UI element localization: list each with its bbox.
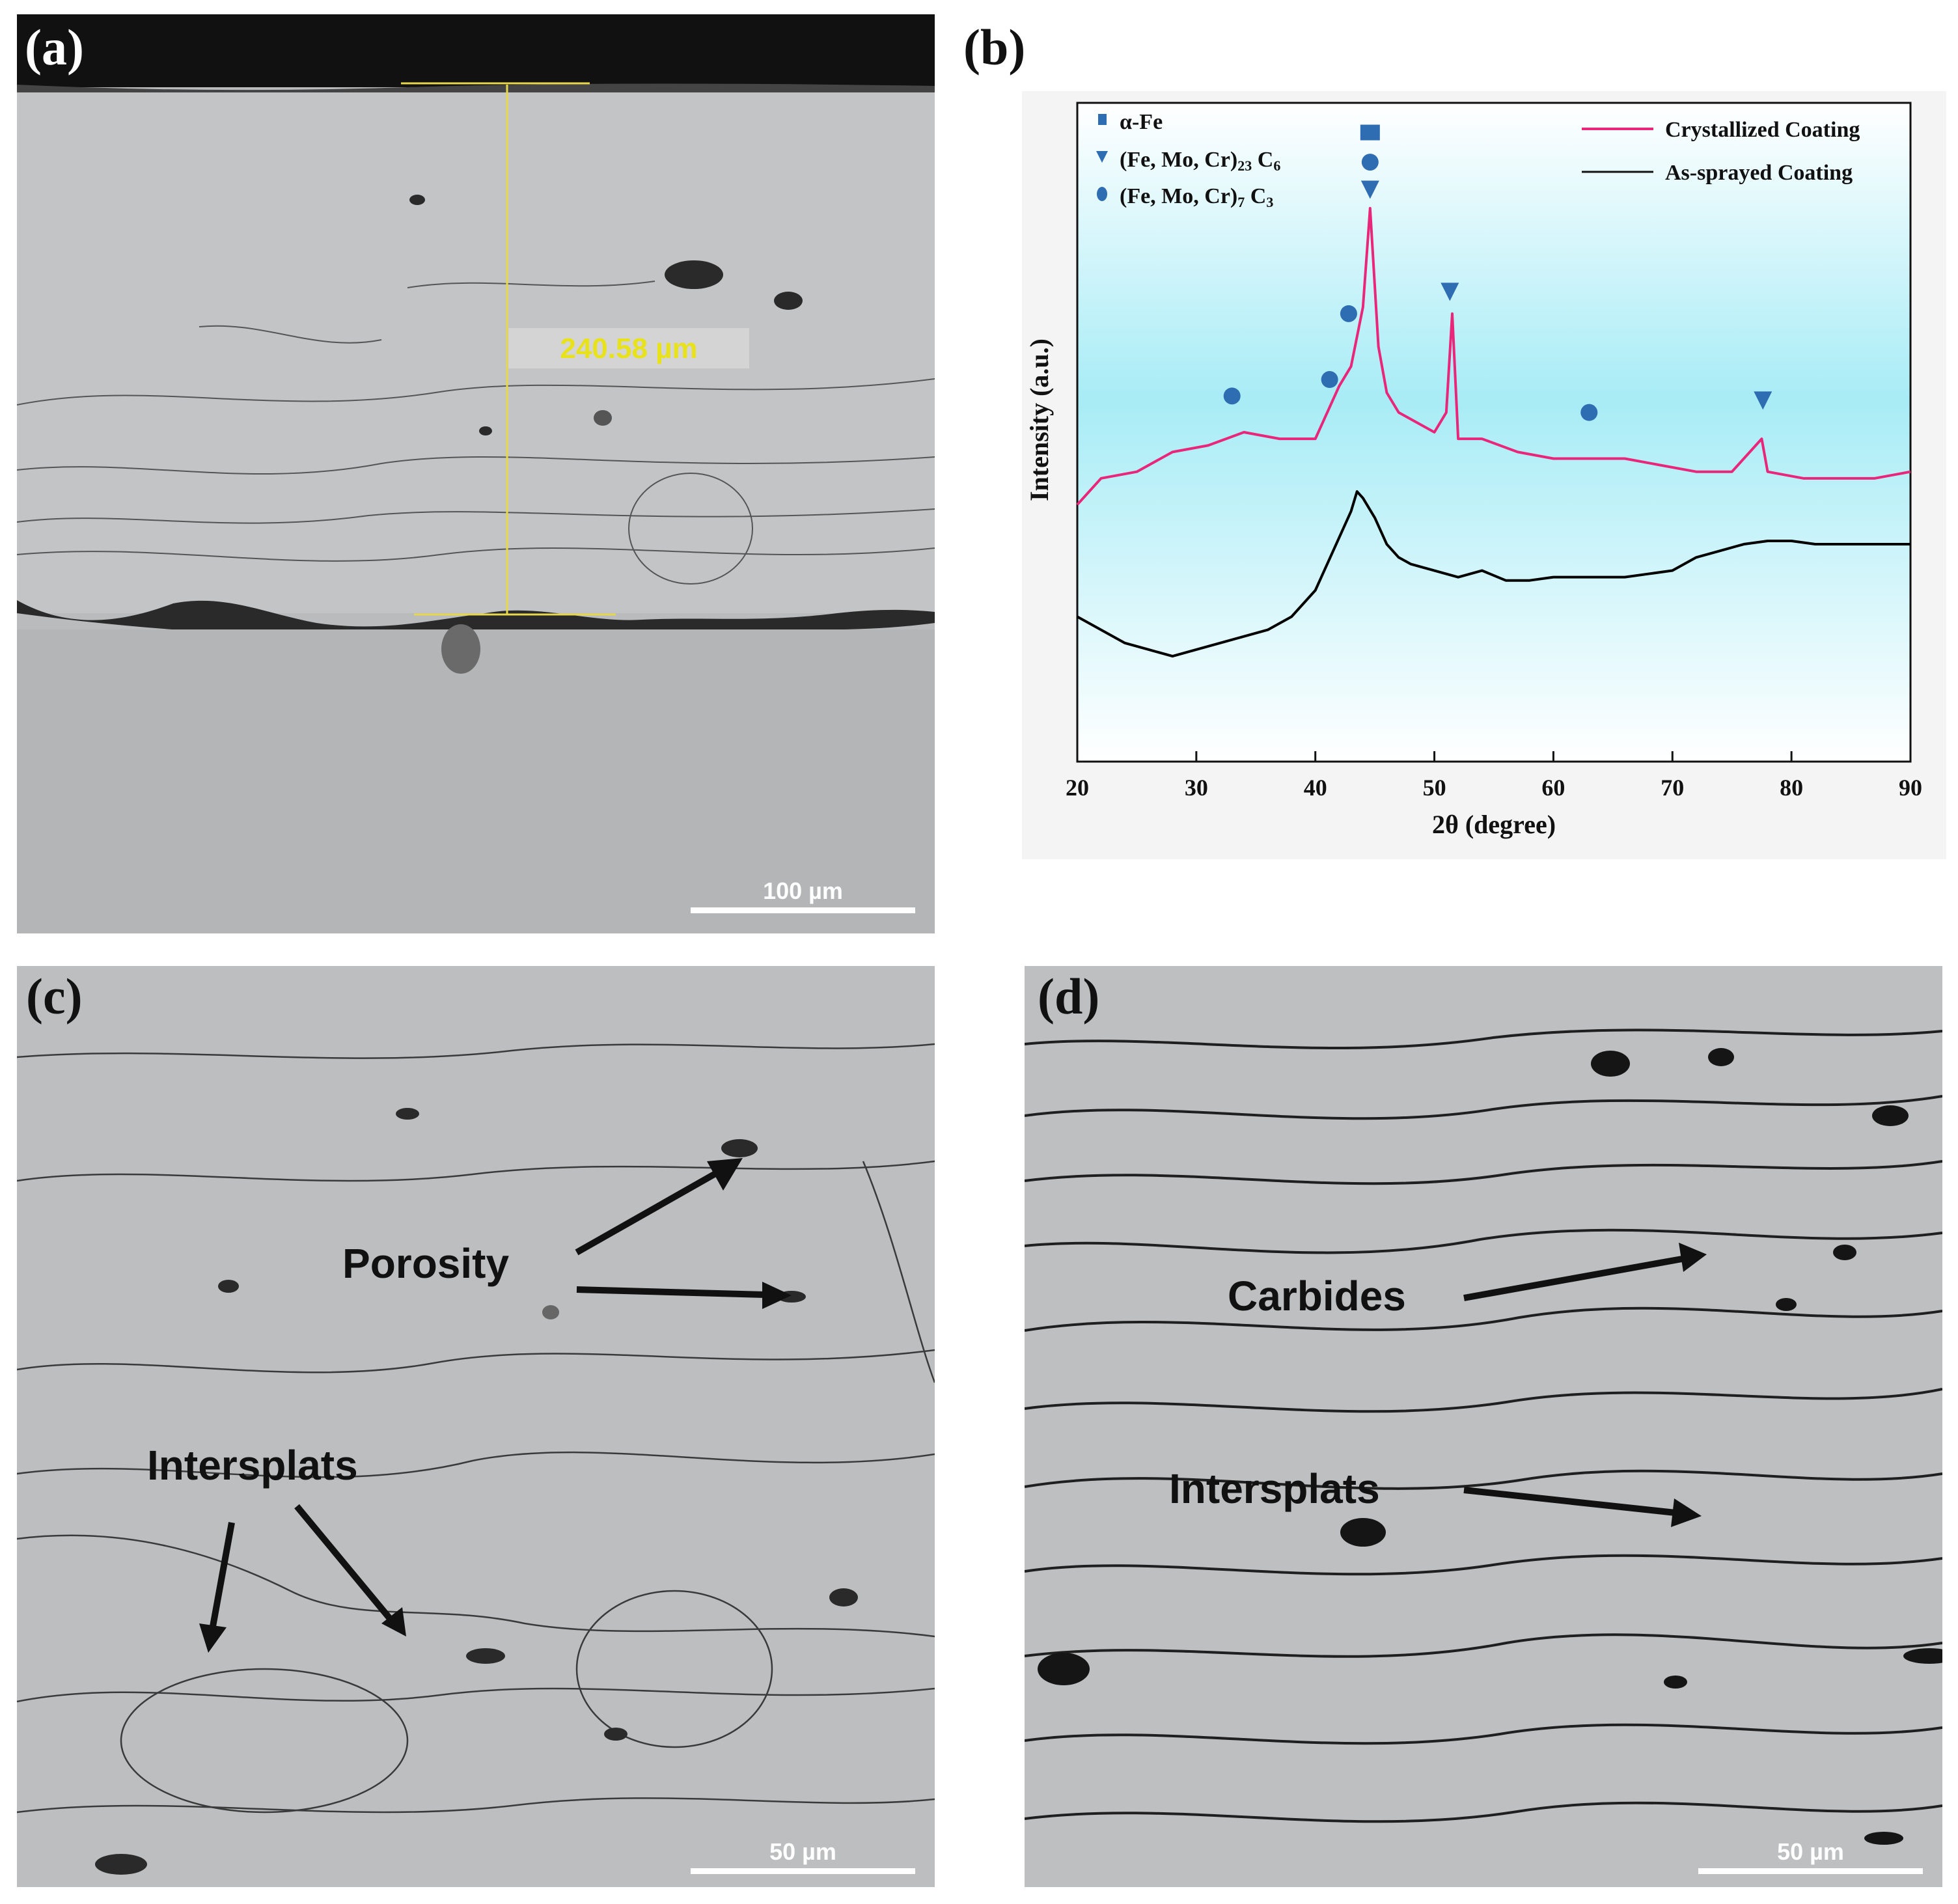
plot-area <box>1076 102 1912 763</box>
panel-c-letter: (c) <box>26 968 83 1025</box>
peak-marker-circle <box>1321 371 1338 389</box>
substrate <box>17 629 935 933</box>
scale-bar-c-line <box>691 1868 915 1874</box>
peak-marker-triangle-down <box>1360 180 1379 199</box>
xrd-plot: 20 30 40 50 60 70 80 90 2θ (degree) Intensity (… <box>1022 91 1946 859</box>
peak-marker-circle <box>1223 387 1241 405</box>
panel-b-xrd-chart: 20 30 40 50 60 70 80 90 2θ (degree) Intensity (… <box>1022 91 1946 859</box>
series-legend: Crystallized Coating As-sprayed Coating <box>1582 118 1860 185</box>
measurement-value: 240.58 µm <box>560 333 697 365</box>
series-line-as-sprayed <box>1077 490 1910 658</box>
label-intersplats-c: Intersplats <box>147 1442 358 1489</box>
scale-bar-d: 50 µm <box>1698 1838 1923 1874</box>
legend-m7c3: (Fe, Mo, Cr)7 C3 <box>1120 184 1273 210</box>
series-group <box>1076 206 1911 658</box>
scale-bar-d-label: 50 µm <box>1777 1838 1844 1865</box>
x-tick-label: 50 <box>1423 775 1446 801</box>
pores <box>409 195 803 674</box>
x-tick-label: 60 <box>1541 775 1565 801</box>
panel-a-micrograph: 240.58 µm <box>17 14 935 933</box>
phase-legend: α-Fe (Fe, Mo, Cr)23 C6 (Fe, Mo, Cr)7 C3 <box>1096 110 1280 210</box>
top-dark-region <box>17 14 935 87</box>
arrow-porosity-2 <box>576 1286 766 1298</box>
legend-as-sprayed-coating: As-sprayed Coating <box>1665 161 1853 185</box>
panel-d-sem-image: Carbides Intersplats 50 µm <box>1025 966 1942 1887</box>
panel-c-sem-image: Porosity Intersplats 50 µm <box>17 966 935 1887</box>
splat-boundaries-d <box>1025 1028 1942 1823</box>
x-tick-label: 80 <box>1780 775 1803 801</box>
scale-bar-c-label: 50 µm <box>769 1838 836 1865</box>
peak-marker-circle <box>1340 305 1357 322</box>
arrow-intersplats-1 <box>209 1522 235 1631</box>
peak-marker-triangle-down <box>1441 283 1459 301</box>
series-line-crystallized <box>1076 206 1911 506</box>
x-ticks-group: 20 30 40 50 60 70 80 90 <box>1066 751 1922 801</box>
x-tick-label: 70 <box>1661 775 1684 801</box>
measurement-label-box <box>508 328 749 368</box>
x-tick-label: 40 <box>1304 775 1327 801</box>
legend-m23c6: (Fe, Mo, Cr)23 C6 <box>1120 148 1280 174</box>
x-tick-label: 20 <box>1066 775 1089 801</box>
panel-b-letter: (b) <box>963 19 1026 76</box>
circle-marker-icon <box>1097 187 1107 201</box>
peak-marker-circle <box>1361 154 1379 171</box>
arrow-intersplats-d <box>1463 1487 1676 1516</box>
arrow-intersplats-2 <box>294 1504 394 1623</box>
panel-d-letter: (d) <box>1038 968 1100 1025</box>
carbide-particles <box>1038 1048 1942 1845</box>
x-tick-label: 90 <box>1899 775 1922 801</box>
label-carbides: Carbides <box>1228 1273 1406 1319</box>
panel-c-micrograph <box>17 966 935 1887</box>
arrow-carbides <box>1463 1256 1683 1301</box>
peak-marker-triangle-down <box>1754 391 1772 410</box>
legend-alpha-fe: α-Fe <box>1120 110 1163 134</box>
scale-bar-a: 100 µm <box>691 877 915 913</box>
panel-a-sem-image: 240.58 µm 100 µm <box>17 14 935 933</box>
annotation-arrows-c <box>199 1158 792 1653</box>
pores-c <box>95 1108 858 1875</box>
x-tick-label: 30 <box>1185 775 1208 801</box>
splat-boundaries <box>17 281 935 585</box>
splat-boundaries-c <box>17 1043 935 1814</box>
scale-bar-d-line <box>1698 1868 1923 1874</box>
arrow-porosity-1 <box>575 1168 722 1256</box>
square-marker-icon <box>1098 114 1107 125</box>
peak-marker-square <box>1360 124 1380 141</box>
label-porosity: Porosity <box>342 1240 510 1287</box>
scale-bar-a-line <box>691 907 915 913</box>
coating-substrate-interface <box>17 600 935 637</box>
legend-crystallized-coating: Crystallized Coating <box>1665 118 1860 142</box>
coating-layer <box>17 92 935 613</box>
x-axis-title: 2θ (degree) <box>1432 810 1556 839</box>
panel-a-letter: (a) <box>25 19 84 76</box>
scale-bar-a-label: 100 µm <box>763 877 843 904</box>
label-intersplats-d: Intersplats <box>1169 1465 1380 1512</box>
annotation-arrows-d <box>1463 1243 1707 1527</box>
scale-bar-c: 50 µm <box>691 1838 915 1874</box>
peak-markers-group <box>1223 124 1772 421</box>
panel-d-micrograph <box>1025 966 1942 1887</box>
y-axis-title: Intensity (a.u.) <box>1025 338 1054 501</box>
peak-marker-circle <box>1580 404 1598 421</box>
coating-surface <box>17 83 935 92</box>
triangle-down-marker-icon <box>1096 151 1108 163</box>
